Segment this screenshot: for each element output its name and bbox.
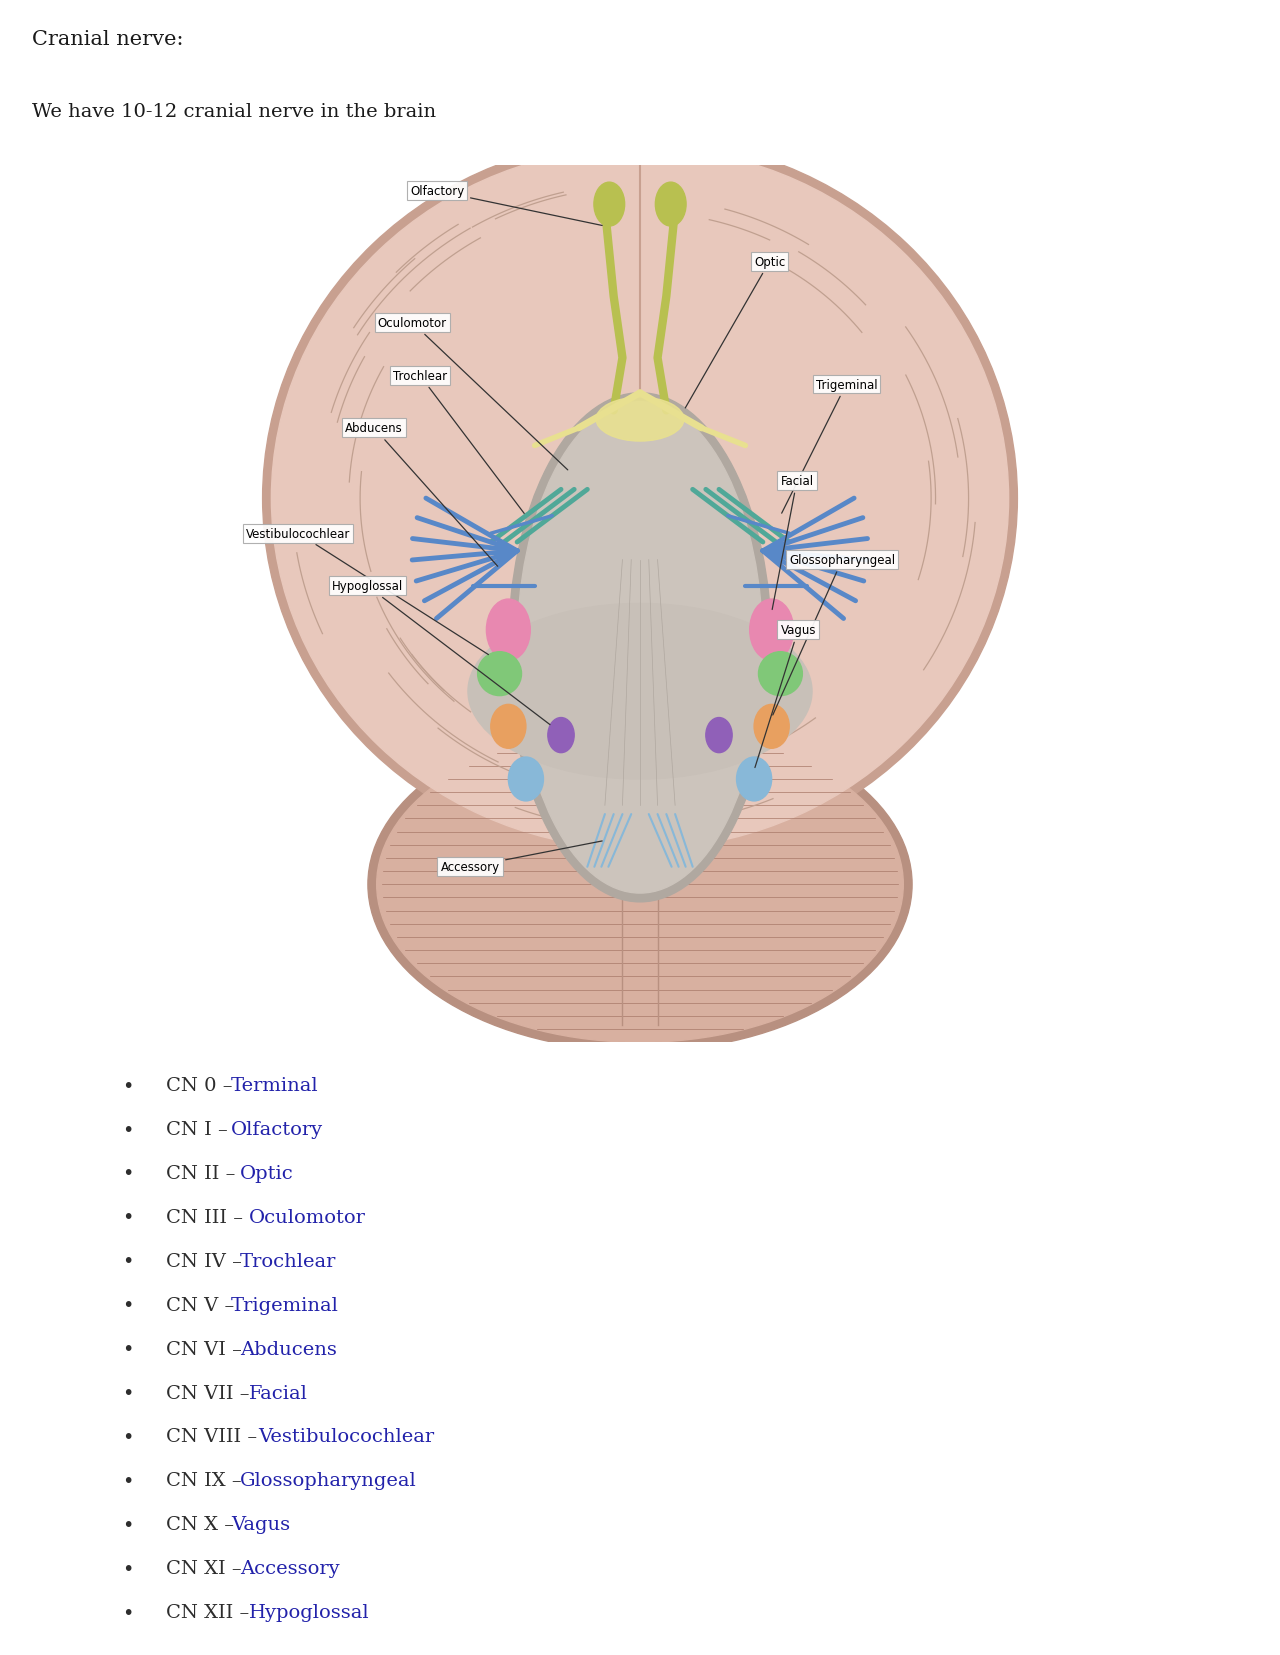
Text: Trochlear: Trochlear [393, 369, 525, 515]
Ellipse shape [376, 727, 904, 1043]
Ellipse shape [477, 652, 521, 697]
Text: Trigeminal: Trigeminal [230, 1296, 339, 1314]
Text: •: • [123, 1163, 133, 1183]
Ellipse shape [655, 184, 686, 227]
Text: Optic: Optic [241, 1163, 294, 1182]
Text: •: • [123, 1296, 133, 1314]
Ellipse shape [759, 652, 803, 697]
Ellipse shape [736, 758, 772, 801]
Text: CN II –: CN II – [166, 1163, 242, 1182]
Ellipse shape [750, 599, 794, 660]
Text: Hypoglossal: Hypoglossal [250, 1604, 370, 1622]
Text: •: • [123, 1120, 133, 1139]
Ellipse shape [490, 705, 526, 748]
Ellipse shape [596, 397, 684, 442]
Text: Vagus: Vagus [230, 1516, 291, 1534]
Text: Optic: Optic [685, 255, 786, 409]
Text: Oculomotor: Oculomotor [378, 316, 568, 470]
Ellipse shape [594, 184, 625, 227]
Ellipse shape [271, 147, 1009, 849]
Text: CN IV –: CN IV – [166, 1253, 248, 1269]
Text: Hypoglossal: Hypoglossal [332, 579, 550, 725]
Text: Olfactory: Olfactory [410, 185, 602, 227]
Text: •: • [123, 1076, 133, 1096]
Text: CN 0 –: CN 0 – [166, 1076, 239, 1094]
Text: CN VIII –: CN VIII – [166, 1428, 264, 1445]
Text: CN IX –: CN IX – [166, 1471, 248, 1490]
Text: Trigeminal: Trigeminal [782, 379, 877, 513]
Text: CN XII –: CN XII – [166, 1604, 256, 1622]
Text: Cranial nerve:: Cranial nerve: [32, 30, 183, 48]
Text: Trochlear: Trochlear [241, 1253, 337, 1269]
Ellipse shape [508, 394, 772, 902]
Ellipse shape [517, 402, 763, 894]
Text: Accessory: Accessory [440, 841, 602, 874]
Text: •: • [123, 1384, 133, 1402]
Ellipse shape [468, 604, 812, 780]
Text: Oculomotor: Oculomotor [250, 1208, 366, 1226]
Text: CN X –: CN X – [166, 1516, 241, 1534]
Text: CN XI –: CN XI – [166, 1559, 248, 1577]
Text: Facial: Facial [772, 475, 814, 611]
Text: Vagus: Vagus [755, 624, 815, 768]
Ellipse shape [754, 705, 790, 748]
Text: Terminal: Terminal [230, 1076, 319, 1094]
Text: Olfactory: Olfactory [230, 1120, 323, 1139]
Text: •: • [123, 1339, 133, 1359]
Text: Accessory: Accessory [241, 1559, 339, 1577]
Text: CN III –: CN III – [166, 1208, 250, 1226]
Text: •: • [123, 1559, 133, 1577]
Text: •: • [123, 1514, 133, 1534]
Text: •: • [123, 1602, 133, 1622]
Ellipse shape [262, 139, 1018, 859]
Text: Glossopharyngeal: Glossopharyngeal [773, 554, 895, 715]
Ellipse shape [705, 718, 732, 753]
Text: •: • [123, 1471, 133, 1490]
Text: Glossopharyngeal: Glossopharyngeal [241, 1471, 417, 1490]
Ellipse shape [548, 718, 575, 753]
Text: Abducens: Abducens [346, 422, 498, 568]
Text: CN I –: CN I – [166, 1120, 234, 1139]
Text: We have 10-12 cranial nerve in the brain: We have 10-12 cranial nerve in the brain [32, 103, 436, 121]
Text: •: • [123, 1251, 133, 1271]
Text: CN V –: CN V – [166, 1296, 241, 1314]
Text: •: • [123, 1427, 133, 1446]
Text: Abducens: Abducens [241, 1341, 337, 1357]
Ellipse shape [486, 599, 530, 660]
Text: Vestibulocochlear: Vestibulocochlear [259, 1428, 435, 1445]
Text: CN VII –: CN VII – [166, 1384, 256, 1402]
Ellipse shape [367, 718, 913, 1051]
Ellipse shape [508, 758, 544, 801]
Text: •: • [123, 1208, 133, 1226]
Text: Vestibulocochlear: Vestibulocochlear [246, 528, 489, 655]
Text: Facial: Facial [250, 1384, 308, 1402]
Text: CN VI –: CN VI – [166, 1341, 248, 1357]
